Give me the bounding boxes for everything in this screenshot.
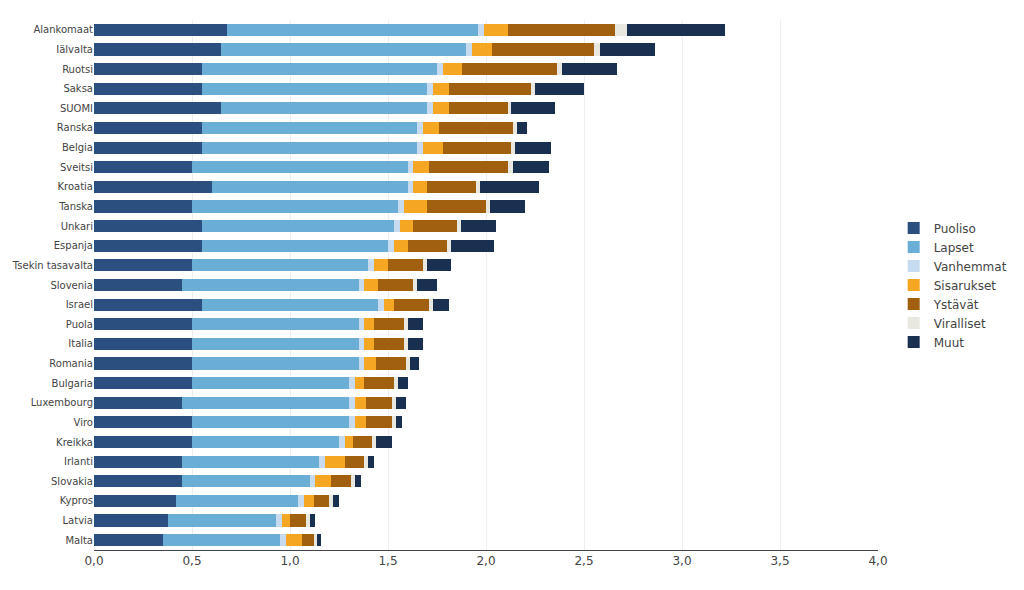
svg-text:Viro: Viro bbox=[74, 417, 93, 428]
svg-text:Kroatia: Kroatia bbox=[57, 181, 93, 192]
svg-text:Viralliset: Viralliset bbox=[934, 317, 986, 331]
svg-text:Puola: Puola bbox=[66, 319, 93, 330]
svg-text:Sisarukset: Sisarukset bbox=[934, 279, 997, 293]
svg-text:Belgia: Belgia bbox=[62, 142, 93, 153]
svg-text:Bulgaria: Bulgaria bbox=[52, 378, 93, 389]
svg-text:Saksa: Saksa bbox=[63, 83, 93, 94]
svg-text:1,0: 1,0 bbox=[280, 554, 299, 568]
svg-text:4,0: 4,0 bbox=[868, 554, 887, 568]
svg-text:Slovenia: Slovenia bbox=[50, 280, 93, 291]
svg-text:3,0: 3,0 bbox=[672, 554, 691, 568]
svg-text:0,5: 0,5 bbox=[182, 554, 201, 568]
svg-text:Tanska: Tanska bbox=[58, 201, 93, 212]
svg-text:Sveitsi: Sveitsi bbox=[60, 162, 93, 173]
svg-text:Romania: Romania bbox=[49, 358, 93, 369]
svg-text:Ruotsi: Ruotsi bbox=[62, 64, 93, 75]
svg-text:Slovakia: Slovakia bbox=[51, 476, 93, 487]
svg-text:Muut: Muut bbox=[934, 336, 965, 350]
svg-text:Malta: Malta bbox=[65, 535, 93, 546]
svg-text:Ranska: Ranska bbox=[57, 122, 93, 133]
svg-text:Unkari: Unkari bbox=[61, 221, 93, 232]
svg-text:Alankomaat: Alankomaat bbox=[33, 24, 93, 35]
svg-text:Puoliso: Puoliso bbox=[934, 222, 976, 236]
svg-text:Kreikka: Kreikka bbox=[56, 437, 93, 448]
svg-text:2,5: 2,5 bbox=[574, 554, 593, 568]
svg-text:2,0: 2,0 bbox=[476, 554, 495, 568]
svg-text:Tsekin tasavalta: Tsekin tasavalta bbox=[12, 260, 93, 271]
svg-text:Irlanti: Irlanti bbox=[64, 456, 93, 467]
svg-text:Israel: Israel bbox=[66, 299, 93, 310]
svg-text:Kypros: Kypros bbox=[60, 495, 93, 506]
svg-text:Espanja: Espanja bbox=[54, 240, 93, 251]
svg-text:Luxembourg: Luxembourg bbox=[31, 397, 93, 408]
svg-text:Iälvalta: Iälvalta bbox=[56, 44, 93, 55]
svg-text:Latvia: Latvia bbox=[63, 515, 93, 526]
svg-text:Vanhemmat: Vanhemmat bbox=[934, 260, 1007, 274]
svg-text:Ystävät: Ystävät bbox=[933, 298, 979, 312]
svg-text:0,0: 0,0 bbox=[84, 554, 103, 568]
svg-text:Italia: Italia bbox=[68, 338, 93, 349]
svg-text:Lapset: Lapset bbox=[934, 241, 974, 255]
svg-text:SUOMI: SUOMI bbox=[60, 103, 93, 114]
svg-text:1,5: 1,5 bbox=[378, 554, 397, 568]
svg-text:3,5: 3,5 bbox=[770, 554, 789, 568]
